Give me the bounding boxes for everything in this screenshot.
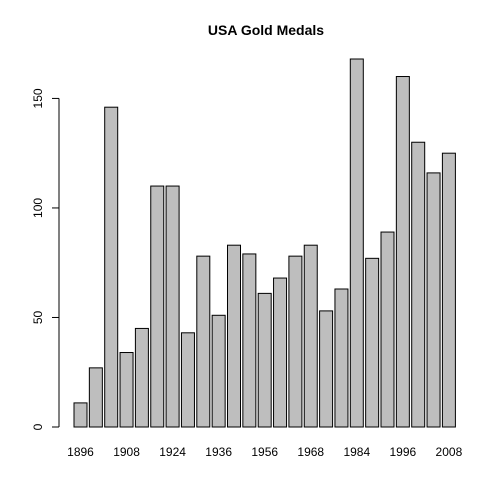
bars: [73, 58, 456, 428]
y-tick-label-150: 150: [31, 88, 45, 108]
y-tick-label-50: 50: [31, 310, 45, 324]
bar-1912: [134, 327, 149, 428]
y-tick-label-0: 0: [31, 423, 45, 430]
x-tick-label-1996: 1996: [389, 445, 416, 459]
bar-1976: [334, 288, 349, 428]
bar-1920: [150, 185, 165, 428]
bar-1988: [365, 257, 380, 428]
y-tick-label-100: 100: [31, 198, 45, 218]
bar-1984: [349, 58, 364, 428]
bar-1924: [165, 185, 180, 428]
bar-1896: [73, 402, 88, 428]
x-tick-label-1924: 1924: [159, 445, 186, 459]
bar-1908: [119, 352, 134, 428]
bar-1948: [227, 244, 241, 428]
bar-1956: [257, 292, 272, 428]
bar-1932: [196, 255, 211, 428]
x-axis-labels: 1896 1908 1924 1936 1956 1968 1984 1996 2008: [67, 445, 462, 459]
x-tick-label-1936: 1936: [205, 445, 232, 459]
bar-1992: [380, 231, 395, 428]
bar-1964: [288, 255, 303, 428]
bar-2008: [441, 152, 456, 428]
bar-1928: [180, 332, 195, 428]
y-axis: 0 50 100 150: [31, 88, 60, 430]
x-tick-label-2008: 2008: [436, 445, 463, 459]
x-tick-label-1956: 1956: [251, 445, 278, 459]
x-tick-label-1896: 1896: [67, 445, 94, 459]
x-tick-label-1968: 1968: [297, 445, 324, 459]
bar-2000: [411, 141, 426, 428]
bar-1900: [88, 367, 103, 428]
bar-1904: [104, 106, 119, 428]
bar-1996: [395, 76, 410, 428]
bar-1968: [303, 244, 318, 428]
x-tick-label-1984: 1984: [343, 445, 370, 459]
bar-1936: [211, 314, 226, 428]
bar-1960: [273, 277, 288, 428]
chart-title: USA Gold Medals: [208, 22, 324, 38]
x-tick-label-1908: 1908: [113, 445, 140, 459]
bar-2004: [426, 172, 441, 428]
bar-1972: [319, 310, 334, 428]
bar-1952: [242, 253, 257, 428]
